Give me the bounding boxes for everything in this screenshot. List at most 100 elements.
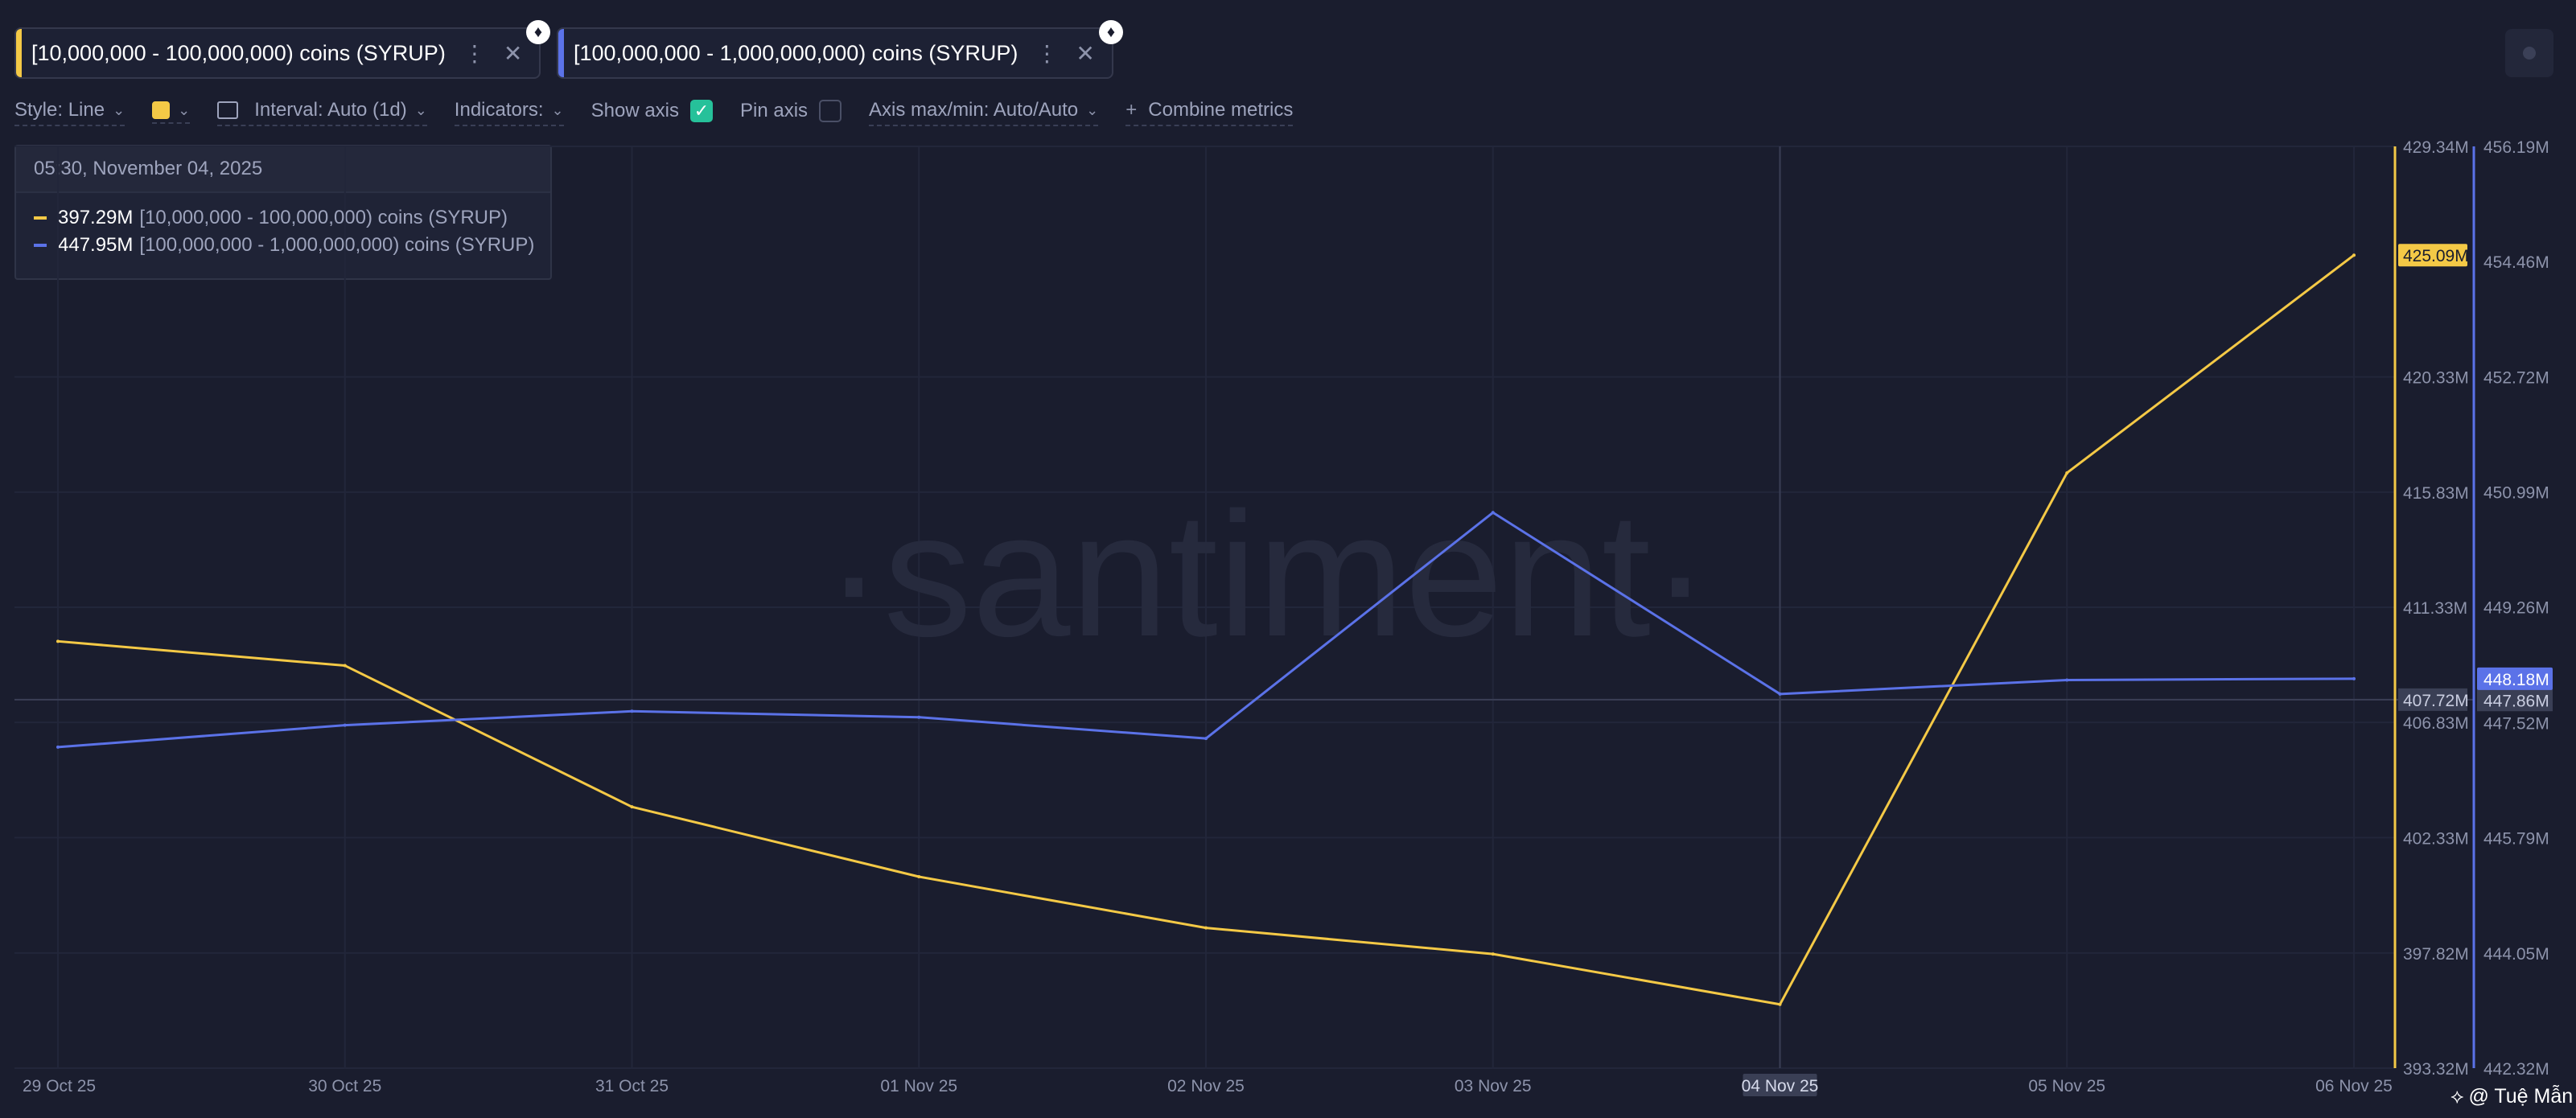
x-tick-label: 29 Oct 25 [23, 1077, 96, 1095]
last-value-label-right: 448.18M [2483, 671, 2549, 689]
y-right-tick-label: 452.72M [2483, 369, 2549, 388]
chevron-down-icon: ⌄ [178, 101, 191, 118]
data-point [630, 805, 634, 809]
series-line-1 [57, 254, 2355, 1006]
color-swatch [152, 101, 171, 119]
share-icon: ⟡ [2450, 1085, 2464, 1108]
crosshair-right-tag [2477, 688, 2553, 712]
x-tick-label: 30 Oct 25 [308, 1077, 381, 1095]
data-point [1491, 511, 1495, 515]
pin-axis-toggle[interactable]: Pin axis [740, 100, 842, 125]
tooltip-series-name: [10,000,000 - 100,000,000) coins (SYRUP) [139, 207, 508, 228]
crosshair-left-tag [2398, 688, 2467, 711]
metric-label: [10,000,000 - 100,000,000) coins (SYRUP) [31, 40, 446, 65]
close-icon[interactable]: ✕ [1076, 40, 1095, 66]
crosshair-right-value: 447.86M [2483, 692, 2549, 710]
more-vertical-icon[interactable]: ⋮ [463, 40, 486, 66]
chart-axes [2393, 146, 2475, 1068]
y-left-tick-label: 415.83M [2403, 484, 2469, 503]
pin-axis-label: Pin axis [740, 100, 809, 121]
data-point [917, 875, 921, 879]
data-point [56, 639, 60, 643]
axis-maxmin-dropdown[interactable]: Axis max/min: Auto/Auto ⌄ [869, 99, 1099, 126]
close-icon[interactable]: ✕ [503, 40, 523, 66]
data-point [1778, 1002, 1782, 1006]
data-point [56, 745, 60, 749]
x-tick-label: 01 Nov 25 [880, 1077, 957, 1095]
tooltip-date: 05:30, November 04, 2025 [16, 146, 550, 193]
y-right-tick-label: 450.99M [2483, 484, 2549, 503]
settings-dot-button[interactable] [2505, 29, 2553, 77]
indicators-label: Indicators: [454, 99, 544, 121]
y-left-tick-label: 420.33M [2403, 369, 2469, 388]
combine-metrics-button[interactable]: + Combine metrics [1125, 99, 1294, 126]
style-label: Style: Line [14, 99, 105, 121]
tooltip-value: 447.95M [58, 234, 134, 256]
last-value-tag-right [2477, 667, 2553, 690]
series-line-2 [57, 511, 2355, 749]
crosshair [14, 146, 2474, 1068]
color-picker[interactable]: ⌄ [152, 101, 191, 124]
show-axis-label: Show axis [591, 100, 679, 121]
metric-chip-1[interactable]: [10,000,000 - 100,000,000) coins (SYRUP)… [14, 27, 541, 79]
watermark: ·santiment· [825, 475, 1710, 673]
style-dropdown[interactable]: Style: Line ⌄ [14, 99, 126, 126]
chevron-down-icon: ⌄ [1086, 101, 1099, 118]
indicators-dropdown[interactable]: Indicators: ⌄ [454, 99, 564, 126]
y-left-tick-label: 402.33M [2403, 829, 2469, 848]
chart-tooltip: 05:30, November 04, 2025 397.29M [10,000… [14, 145, 552, 280]
chart-toolbar: Style: Line ⌄ ⌄ Interval: Auto (1d) ⌄ In… [14, 97, 1320, 129]
y-right-tick-label: 445.79M [2483, 829, 2549, 848]
y-left-tick-label: 397.82M [2403, 945, 2469, 964]
data-point [2352, 253, 2356, 257]
x-tick-label: 31 Oct 25 [595, 1077, 669, 1095]
y-left-tick-label: 406.83M [2403, 714, 2469, 733]
chart-grid [14, 146, 2395, 1069]
metric-chip-2[interactable]: [100,000,000 - 1,000,000,000) coins (SYR… [557, 27, 1113, 79]
axis-maxmin-label: Axis max/min: Auto/Auto [869, 99, 1079, 121]
x-tick-label: 04 Nov 25 [1742, 1077, 1819, 1095]
data-point [917, 715, 921, 719]
tooltip-row: 447.95M [100,000,000 - 1,000,000,000) co… [16, 232, 550, 259]
tooltip-value: 397.29M [58, 207, 134, 228]
data-point [1491, 952, 1495, 956]
chevron-down-icon: ⌄ [113, 101, 126, 118]
calendar-icon [217, 101, 239, 119]
last-value-label-left: 425.09M [2403, 247, 2469, 265]
y-right-tick-label: 456.19M [2483, 138, 2549, 157]
chevron-down-icon: ⌄ [414, 101, 427, 118]
y-right-tick-label: 449.26M [2483, 599, 2549, 618]
chart-series [56, 253, 2356, 1006]
data-point [2352, 676, 2356, 680]
x-tick-label: 02 Nov 25 [1167, 1077, 1245, 1095]
more-vertical-icon[interactable]: ⋮ [1035, 40, 1059, 66]
series-marker [34, 244, 47, 247]
crosshair-left-value: 407.72M [2403, 692, 2469, 710]
data-point [1778, 692, 1782, 696]
metric-color-marker [558, 29, 564, 77]
tooltip-row: 397.29M [10,000,000 - 100,000,000) coins… [16, 204, 550, 232]
metric-color-marker [16, 29, 22, 77]
interval-dropdown[interactable]: Interval: Auto (1d) ⌄ [217, 99, 427, 126]
tooltip-series-name: [100,000,000 - 1,000,000,000) coins (SYR… [139, 234, 535, 256]
pin-axis-checkbox[interactable] [819, 100, 842, 122]
check-icon[interactable]: ✓ [690, 100, 713, 122]
metric-label: [100,000,000 - 1,000,000,000) coins (SYR… [574, 40, 1018, 65]
show-axis-toggle[interactable]: Show axis ✓ [591, 100, 713, 125]
ethereum-icon: ♦ [526, 20, 550, 44]
combine-metrics-label: Combine metrics [1148, 99, 1294, 121]
y-left-tick-label: 429.34M [2403, 138, 2469, 157]
y-right-tick-label: 442.32M [2483, 1060, 2549, 1079]
data-point [343, 664, 347, 668]
ethereum-icon: ♦ [1099, 20, 1123, 44]
data-point [1204, 926, 1208, 930]
y-right-tick-label: 447.52M [2483, 714, 2549, 733]
y-left-tick-label: 411.33M [2403, 599, 2467, 618]
last-value-tag-left [2398, 244, 2467, 267]
data-point [1204, 737, 1208, 741]
data-point [343, 723, 347, 727]
data-point [2065, 471, 2069, 475]
series-marker [34, 216, 47, 220]
x-tick-label: 06 Nov 25 [2315, 1077, 2393, 1095]
data-point [630, 709, 634, 713]
